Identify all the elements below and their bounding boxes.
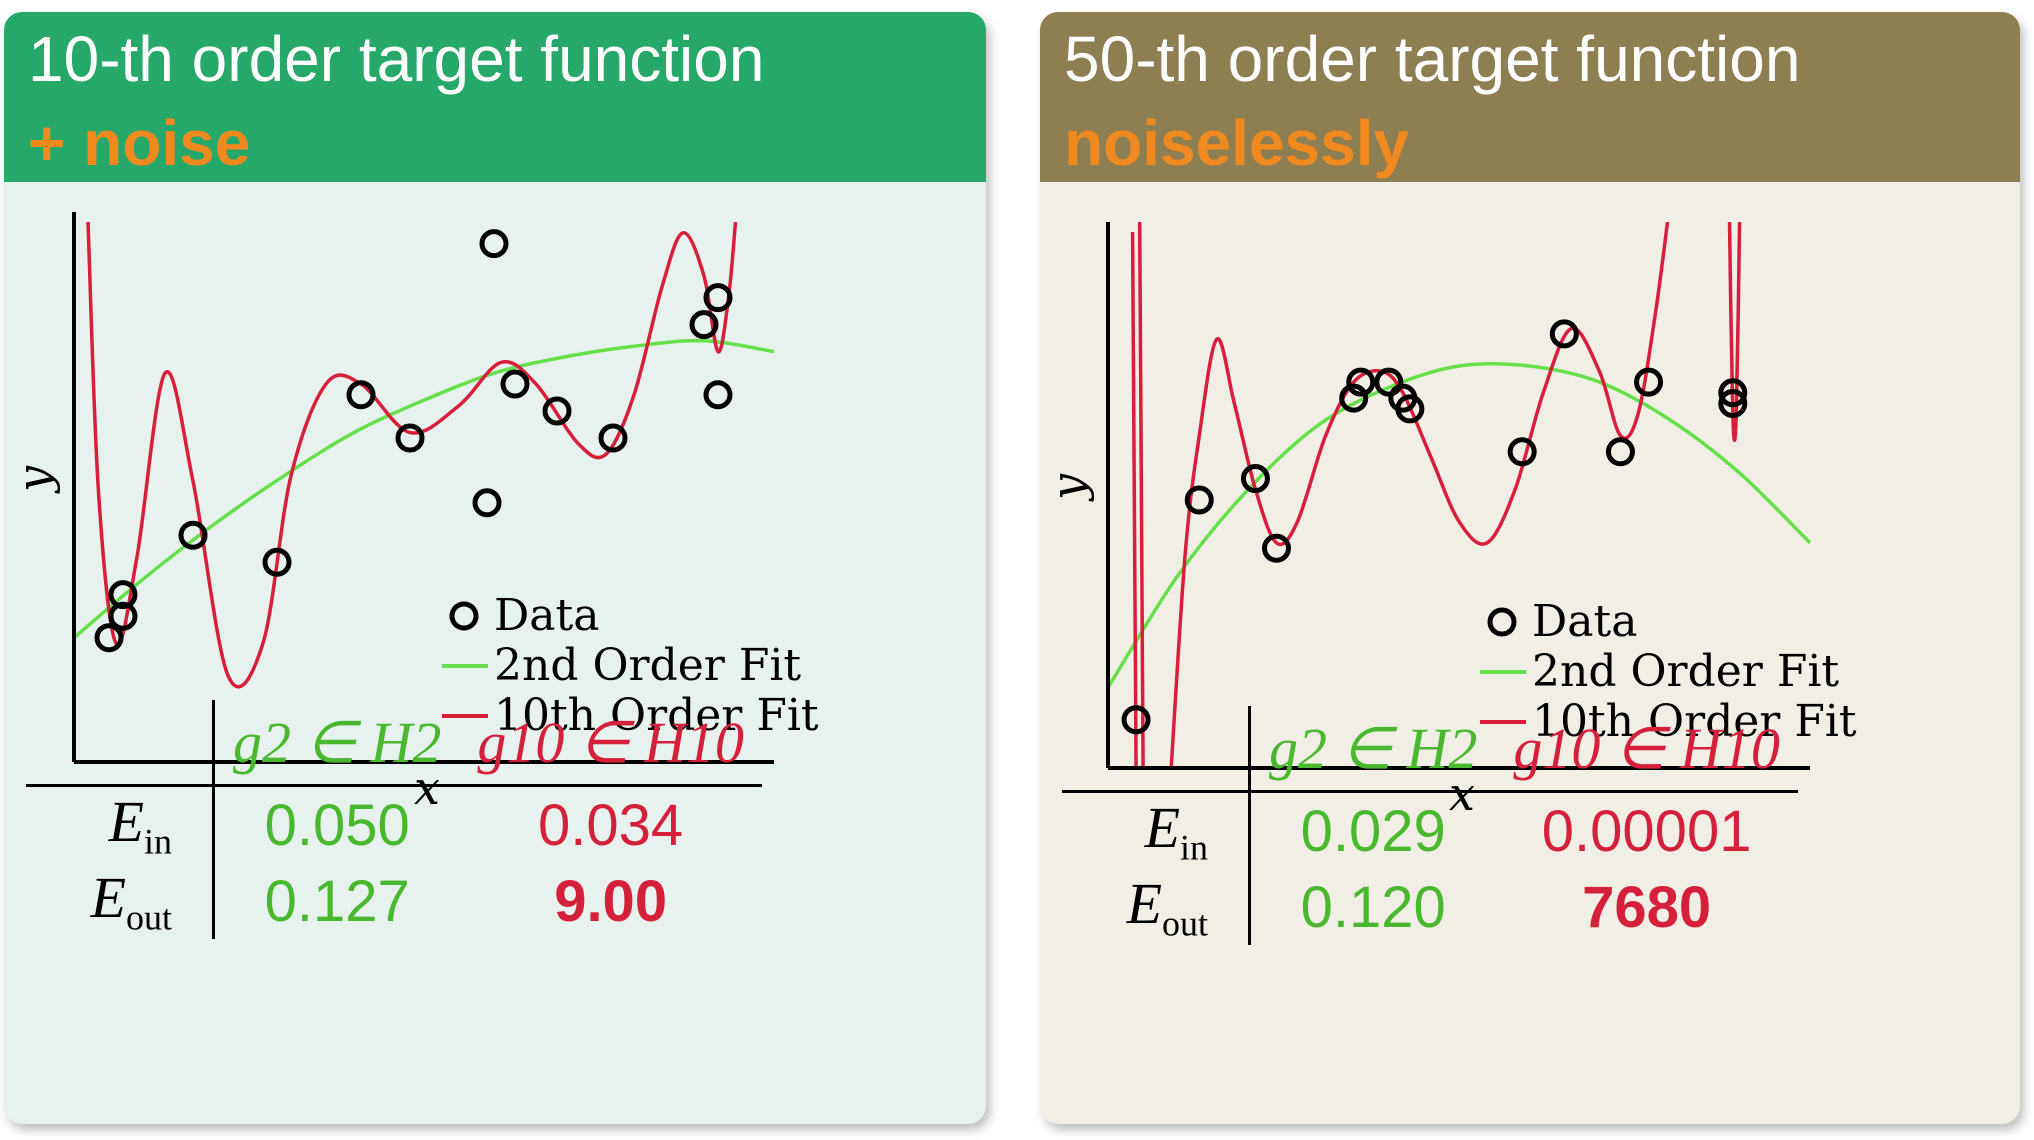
data-point: [1549, 319, 1579, 349]
data-point: [1718, 378, 1748, 408]
data-point: [689, 310, 719, 340]
cell-g10-ein: 0.034: [538, 792, 684, 858]
col-g10-header: g10 ∈ H10: [1495, 706, 1798, 793]
data-point: [108, 601, 138, 631]
row-label-ein: Ein: [1062, 791, 1251, 869]
table-header-row: g2 ∈ H2 g10 ∈ H10: [1062, 706, 1798, 793]
data-point: [1261, 533, 1291, 563]
cell-g2-eout: 0.127: [264, 868, 410, 934]
data-point: [1507, 437, 1537, 467]
cell-g10-eout: 9.00: [554, 868, 668, 934]
y-axis-label: y: [7, 465, 61, 494]
row-label-ein: Ein: [26, 785, 215, 863]
data-point: [703, 380, 733, 410]
y-axis-label: y: [1041, 473, 1095, 502]
legend-entry: 2nd Order Fit: [494, 640, 801, 691]
data-point: [178, 520, 208, 550]
data-point: [500, 369, 530, 399]
cell-g2-ein: 0.029: [1300, 798, 1446, 864]
data-point: [1374, 367, 1404, 397]
plot-area: [74, 221, 775, 689]
legend-entry: Data: [1532, 596, 1637, 647]
table-row: Eout 0.127 9.00: [26, 863, 762, 939]
data-point: [1718, 389, 1748, 419]
data-point: [1388, 383, 1418, 413]
data-point: [1184, 485, 1214, 515]
cell-g2-eout: 0.120: [1300, 874, 1446, 940]
data-point: [479, 229, 509, 259]
row-label-eout: Eout: [1062, 869, 1251, 945]
data-point: [598, 423, 628, 453]
col-g2-header: g2 ∈ H2: [213, 700, 460, 787]
data-point: [542, 396, 572, 426]
data-point: [1634, 367, 1664, 397]
col-g10-header: g10 ∈ H10: [459, 700, 762, 787]
panel-header: 50-th order target function noiselessly: [1040, 12, 2020, 182]
data-point: [395, 423, 425, 453]
data-point: [262, 547, 292, 577]
series-10th-order-fit-segment: [1727, 222, 1742, 442]
panel-noisy-target: 10-th order target function + noise x y Da…: [4, 12, 986, 1124]
cell-g10-ein: 0.00001: [1541, 798, 1752, 864]
panel-subtitle: + noise: [28, 107, 251, 179]
legend-entry: 2nd Order Fit: [1532, 646, 1839, 697]
table-header-row: g2 ∈ H2 g10 ∈ H10: [26, 700, 762, 787]
panel-subtitle: noiselessly: [1064, 107, 1410, 179]
legend-data-marker: [449, 601, 479, 631]
panel-title: 50-th order target function: [1064, 23, 1801, 95]
table-row: Ein 0.029 0.00001: [1062, 791, 1798, 869]
series-2nd-order-fit: [74, 338, 775, 640]
legend-entry: Data: [494, 590, 599, 641]
data-point: [703, 283, 733, 313]
panel-noiseless-target: 50-th order target function noiselessly …: [1040, 12, 2020, 1124]
series-2nd-order-fit: [1108, 361, 1812, 689]
panel-title: 10-th order target function: [28, 23, 765, 95]
table-row: Ein 0.050 0.034: [26, 785, 762, 863]
error-table: g2 ∈ H2 g10 ∈ H10 Ein 0.050 0.034 Eout 0…: [26, 700, 762, 939]
cell-g2-ein: 0.050: [264, 792, 410, 858]
col-g2-header: g2 ∈ H2: [1249, 706, 1496, 793]
data-point: [94, 623, 124, 653]
series-10th-order-fit: [86, 221, 738, 689]
data-point: [346, 380, 376, 410]
table-row: Eout 0.120 7680: [1062, 869, 1798, 945]
data-point: [472, 488, 502, 518]
data-point: [1605, 437, 1635, 467]
data-point: [1339, 383, 1369, 413]
legend-data-marker: [1487, 607, 1517, 637]
series-10th-order-fit: [1130, 231, 1138, 768]
data-point: [1240, 464, 1270, 494]
panel-header: 10-th order target function + noise: [4, 12, 986, 182]
row-label-eout: Eout: [26, 863, 215, 939]
cell-g10-eout: 7680: [1582, 874, 1712, 940]
error-table: g2 ∈ H2 g10 ∈ H10 Ein 0.029 0.00001 Eout…: [1062, 706, 1798, 945]
series-10th-order-fit-segment: [1137, 222, 1145, 768]
data-point: [1346, 367, 1376, 397]
